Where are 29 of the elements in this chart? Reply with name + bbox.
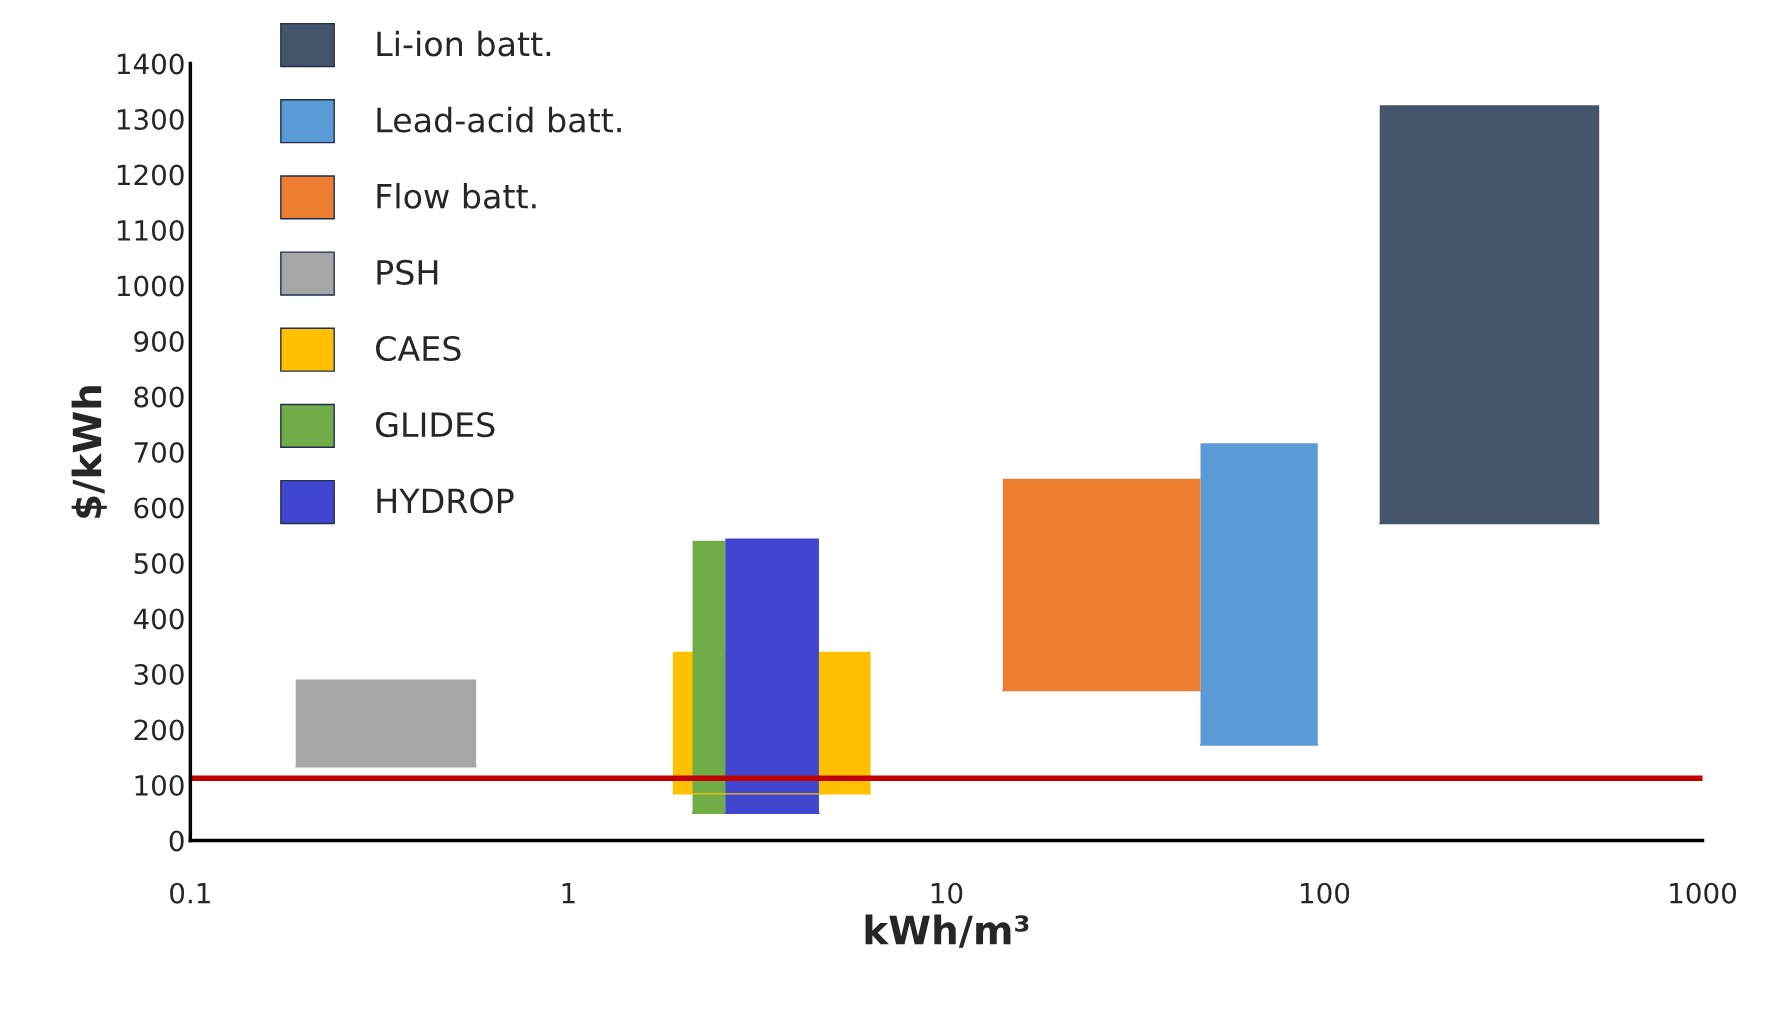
x-tick-label: 100: [1301, 882, 1350, 904]
y-tick-label: 0: [169, 830, 184, 852]
y-tick-label: 1200: [117, 164, 184, 186]
y-axis-title: $/kWh: [71, 386, 107, 518]
x-tick-label: 1000: [1670, 882, 1736, 904]
x-tick-label: 10: [931, 882, 963, 904]
legend-label: GLIDES: [376, 412, 495, 438]
y-tick-label: 300: [134, 663, 184, 685]
y-tick-label: 800: [134, 386, 184, 408]
y-tick-label: 200: [134, 719, 184, 741]
x-axis-title: kWh/m³: [865, 914, 1029, 948]
y-tick-label: 100: [135, 774, 184, 796]
x-tick-label: 1: [562, 883, 575, 904]
legend-label: Flow batt.: [377, 182, 536, 209]
y-tick-label: 500: [134, 552, 184, 574]
legend-label: HYDROP: [377, 488, 514, 514]
y-tick-label: 1100: [117, 219, 184, 241]
y-tick-label: 900: [134, 330, 184, 352]
y-tick-label: 1000: [117, 275, 184, 297]
y-tick-label: 400: [133, 608, 184, 630]
y-tick-label: 1300: [117, 109, 184, 131]
y-tick-label: 600: [134, 497, 184, 519]
legend-label: Li-ion batt.: [377, 30, 551, 57]
legend-label: PSH: [377, 259, 438, 285]
legend-label: Lead-acid batt.: [377, 106, 621, 133]
y-tick-label: 700: [134, 441, 184, 463]
y-tick-label: 1400: [117, 53, 184, 75]
legend-label: CAES: [376, 335, 461, 362]
x-tick-label: 0.1: [170, 882, 210, 904]
